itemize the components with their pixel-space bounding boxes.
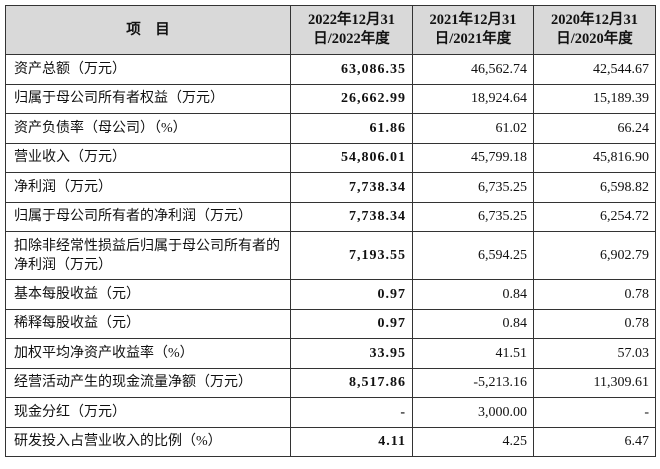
table-row: 经营活动产生的现金流量净额（万元） 8,517.86 -5,213.16 11,309… xyxy=(5,367,656,398)
value-cell: 4.11 xyxy=(290,426,413,457)
header-row: 项 目 2022年12月31 日/2022年度 2021年12月31 日/2021年度 2… xyxy=(5,5,656,55)
header-cell: 2020年12月31 日/2020年度 xyxy=(533,5,656,55)
value-cell: - xyxy=(290,397,413,428)
row-label: 营业收入（万元） xyxy=(5,142,291,173)
row-label: 归属于母公司所有者权益（万元） xyxy=(5,83,291,114)
value-cell: 0.97 xyxy=(290,279,413,310)
table-row: 净利润（万元） 7,738.34 6,735.25 6,598.82 xyxy=(5,172,656,203)
value-cell: 18,924.64 xyxy=(412,83,534,114)
table-row: 稀释每股收益（元） 0.97 0.84 0.78 xyxy=(5,308,656,339)
value-cell: -5,213.16 xyxy=(412,367,534,398)
header-cell: 2021年12月31 日/2021年度 xyxy=(412,5,534,55)
header-line: 日/2020年度 xyxy=(556,31,633,47)
value-cell: 57.03 xyxy=(533,338,656,369)
value-cell: 66.24 xyxy=(533,113,656,144)
value-cell: 6,594.25 xyxy=(412,231,534,280)
table-row: 资产总额（万元） 63,086.35 46,562.74 42,544.67 xyxy=(5,54,656,85)
row-label: 净利润（万元） xyxy=(5,172,291,203)
header-cell: 项 目 xyxy=(5,5,291,55)
table-row: 归属于母公司所有者权益（万元） 26,662.99 18,924.64 15,189.… xyxy=(5,83,656,114)
row-label: 加权平均净资产收益率（%） xyxy=(5,338,291,369)
value-cell: 7,193.55 xyxy=(290,231,413,280)
row-label: 基本每股收益（元） xyxy=(5,279,291,310)
value-cell: 6,735.25 xyxy=(412,201,534,232)
value-cell: 0.78 xyxy=(533,279,656,310)
row-label: 经营活动产生的现金流量净额（万元） xyxy=(5,367,291,398)
value-cell: 46,562.74 xyxy=(412,54,534,85)
value-cell: 3,000.00 xyxy=(412,397,534,428)
value-cell: 6,735.25 xyxy=(412,172,534,203)
value-cell: 6.47 xyxy=(533,426,656,457)
row-label: 研发投入占营业收入的比例（%） xyxy=(5,426,291,457)
table-row: 资产负债率（母公司）（%） 61.86 61.02 66.24 xyxy=(5,113,656,144)
table-row: 基本每股收益（元） 0.97 0.84 0.78 xyxy=(5,279,656,310)
value-cell: 45,799.18 xyxy=(412,142,534,173)
value-cell: 61.86 xyxy=(290,113,413,144)
table-row: 营业收入（万元） 54,806.01 45,799.18 45,816.90 xyxy=(5,142,656,173)
value-cell: 41.51 xyxy=(412,338,534,369)
table-row: 归属于母公司所有者的净利润（万元） 7,738.34 6,735.25 6,254.7… xyxy=(5,201,656,232)
row-label: 资产总额（万元） xyxy=(5,54,291,85)
value-cell: 26,662.99 xyxy=(290,83,413,114)
row-label: 扣除非经常性损益后归属于母公司所有者的净利润（万元） xyxy=(5,231,291,280)
value-cell: 6,598.82 xyxy=(533,172,656,203)
header-line: 2021年12月31 xyxy=(429,12,517,28)
value-cell: 0.84 xyxy=(412,279,534,310)
value-cell: 11,309.61 xyxy=(533,367,656,398)
table-row: 加权平均净资产收益率（%） 33.95 41.51 57.03 xyxy=(5,338,656,369)
value-cell: 61.02 xyxy=(412,113,534,144)
value-cell: 42,544.67 xyxy=(533,54,656,85)
table-row: 研发投入占营业收入的比例（%） 4.11 4.25 6.47 xyxy=(5,426,656,457)
header-line: 日/2021年度 xyxy=(434,31,512,47)
header-line: 2022年12月31 xyxy=(308,12,395,28)
value-cell: 54,806.01 xyxy=(290,142,413,173)
header-line: 日/2022年度 xyxy=(313,31,390,47)
financial-table: 项 目 2022年12月31 日/2022年度 2021年12月31 日/2021年度 2… xyxy=(5,5,656,457)
table-row: 扣除非经常性损益后归属于母公司所有者的净利润（万元） 7,193.55 6,594.… xyxy=(5,231,656,280)
row-label: 归属于母公司所有者的净利润（万元） xyxy=(5,201,291,232)
value-cell: 0.78 xyxy=(533,308,656,339)
value-cell: 0.84 xyxy=(412,308,534,339)
table-row: 现金分红（万元） -3,000.00- xyxy=(5,397,656,428)
value-cell: 33.95 xyxy=(290,338,413,369)
row-label: 现金分红（万元） xyxy=(5,397,291,428)
row-label: 资产负债率（母公司）（%） xyxy=(5,113,291,144)
value-cell: 8,517.86 xyxy=(290,367,413,398)
value-cell: 6,254.72 xyxy=(533,201,656,232)
value-cell: - xyxy=(533,397,656,428)
value-cell: 45,816.90 xyxy=(533,142,656,173)
value-cell: 7,738.34 xyxy=(290,172,413,203)
row-label: 稀释每股收益（元） xyxy=(5,308,291,339)
value-cell: 4.25 xyxy=(412,426,534,457)
value-cell: 15,189.39 xyxy=(533,83,656,114)
header-line: 2020年12月31 xyxy=(551,12,638,28)
value-cell: 63,086.35 xyxy=(290,54,413,85)
header-cell: 2022年12月31 日/2022年度 xyxy=(290,5,413,55)
table-body: 资产总额（万元） 63,086.35 46,562.74 42,544.67 归属于母公… xyxy=(5,54,656,457)
value-cell: 6,902.79 xyxy=(533,231,656,280)
value-cell: 7,738.34 xyxy=(290,201,413,232)
value-cell: 0.97 xyxy=(290,308,413,339)
